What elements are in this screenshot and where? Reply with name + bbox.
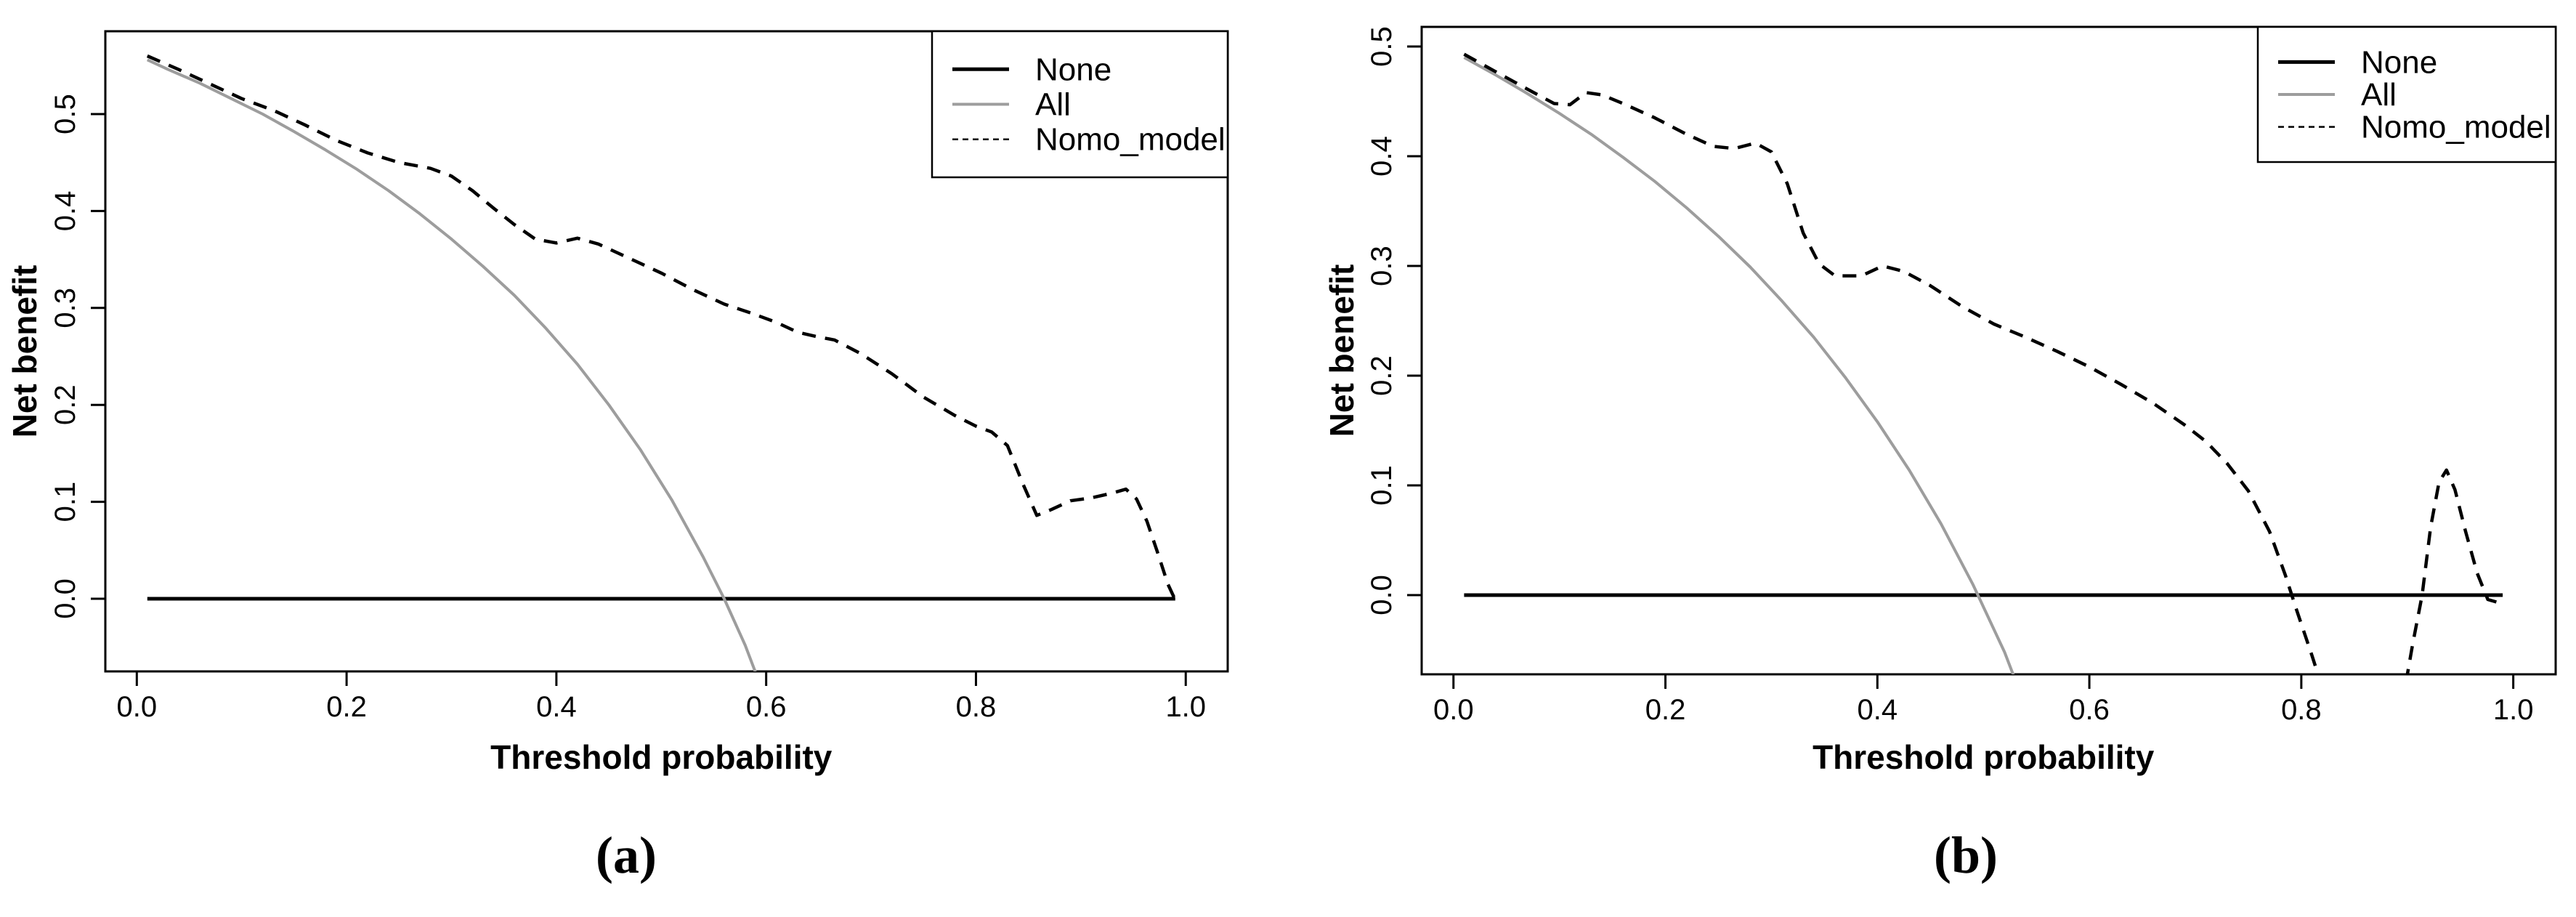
y-axis-tick-label: 0.0 [1366,575,1398,615]
y-axis-tick-label: 0.1 [49,482,81,522]
curve-nomo_model [1463,52,2503,674]
x-axis-tick-label: 0.6 [2069,694,2110,726]
y-axis-tick-label: 0.5 [49,94,81,134]
x-axis-tick-label: 0.4 [1858,694,1898,726]
y-axis-tick-label: 0.2 [1366,355,1398,396]
y-axis-tick-label: 0.5 [1366,26,1398,67]
y-axis-tick-label: 0.4 [1366,136,1398,177]
x-axis-tick-label: 0.8 [956,691,997,723]
curve-all [146,58,757,671]
x-axis-tick-label: 0.4 [536,691,577,723]
x-axis-title: Threshold probability [490,738,833,776]
y-axis-tick-label: 0.4 [49,191,81,232]
x-axis-tick-label: 0.2 [1645,694,1686,726]
legend-entry-label: Nomo_model [2361,110,2551,145]
panel-caption-b: (b) [1934,826,1998,884]
y-axis-title: Net benefit [6,265,44,438]
x-axis-tick-label: 0.0 [1433,694,1474,726]
x-axis-title: Threshold probability [1812,738,2155,776]
plot-border [104,30,1229,673]
x-axis-tick-label: 0.6 [746,691,787,723]
y-axis-tick-label: 0.2 [49,384,81,425]
legend-entry-label: None [2361,44,2437,80]
dca-plot-a: 0.0 0.2 0.4 0.6 0.8 1.0 0.0 0.1 0.2 0.3 0.4 0.5 Thre… [6,30,1229,776]
x-axis-tick-label: 0.0 [117,691,158,723]
y-axis-tick-label: 0.0 [49,578,81,619]
x-axis-tick-label: 1.0 [1165,691,1206,723]
y-axis-tick-label: 0.3 [49,288,81,328]
legend-entry-label: All [2361,77,2397,113]
legend-entry-label: None [1035,52,1111,87]
y-axis-tick-label: 0.3 [1366,246,1398,286]
y-axis-title: Net benefit [1323,264,1361,437]
legend-entry-label: All [1035,87,1071,123]
panel-caption-a: (a) [596,826,657,884]
x-axis-tick-label: 0.8 [2281,694,2322,726]
y-axis-tick-label: 0.1 [1366,465,1398,506]
plot-border [1420,25,2557,676]
x-axis-tick-label: 0.2 [326,691,367,723]
curve-all [1463,56,2015,674]
x-axis-tick-label: 1.0 [2493,694,2534,726]
dca-plot-b: 0.0 0.2 0.4 0.6 0.8 1.0 0.0 0.1 0.2 0.3 0.4 0.5 Thre… [1323,25,2557,776]
curve-nomo_model [146,54,1179,605]
legend-entry-label: Nomo_model [1035,122,1226,158]
